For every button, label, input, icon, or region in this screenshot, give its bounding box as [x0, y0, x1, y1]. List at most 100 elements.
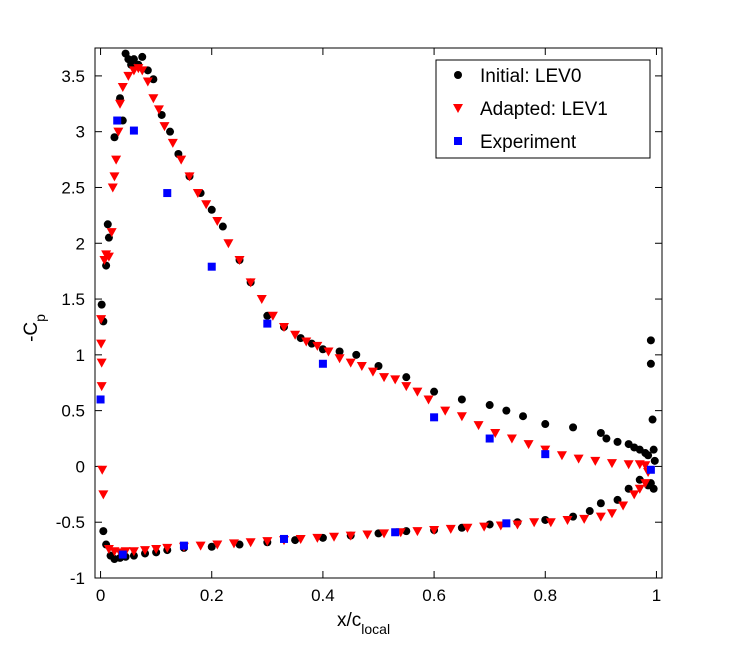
- legend-label-initial-lev0: Initial: LEV0: [480, 66, 581, 87]
- data-point-experiment: [96, 395, 105, 404]
- data-point-adapted-lev1: [401, 382, 412, 392]
- data-point-adapted-lev1: [98, 490, 109, 500]
- data-point-initial-lev0: [457, 395, 466, 404]
- y-tick-label: 2: [76, 234, 85, 253]
- data-point-initial-lev0: [318, 345, 327, 354]
- data-point-adapted-lev1: [623, 460, 634, 470]
- data-point-initial-lev0: [218, 222, 227, 231]
- data-point-experiment: [179, 541, 188, 550]
- legend-markers: [453, 71, 463, 145]
- data-point-initial-lev0: [602, 434, 611, 443]
- data-point-initial-lev0: [635, 475, 644, 484]
- data-point-adapted-lev1: [301, 337, 312, 347]
- data-point-adapted-lev1: [267, 311, 278, 321]
- data-point-initial-lev0: [650, 456, 659, 465]
- legend-label-adapted-lev1: Adapted: LEV1: [480, 99, 608, 120]
- data-point-experiment: [113, 116, 122, 125]
- data-point-adapted-lev1: [117, 83, 128, 93]
- data-point-adapted-lev1: [96, 315, 107, 325]
- data-point-initial-lev0: [569, 512, 578, 521]
- data-point-initial-lev0: [335, 347, 344, 356]
- y-tick-label: 3.5: [61, 67, 85, 86]
- y-tick-label: 1: [76, 346, 85, 365]
- data-point-experiment: [318, 359, 327, 368]
- data-point-adapted-lev1: [107, 183, 118, 193]
- data-point-initial-lev0: [485, 401, 494, 410]
- data-point-adapted-lev1: [523, 440, 534, 450]
- x-tick-label: 0: [96, 586, 105, 605]
- data-point-adapted-lev1: [201, 200, 212, 210]
- data-point-initial-lev0: [596, 428, 605, 437]
- data-point-adapted-lev1: [512, 520, 523, 530]
- x-axis-label: x/clocal: [337, 610, 390, 637]
- data-point-adapted-lev1: [545, 518, 556, 528]
- data-point-initial-lev0: [646, 336, 655, 345]
- y-axis-label: -Cp: [21, 314, 48, 342]
- data-point-adapted-lev1: [151, 544, 162, 554]
- data-point-initial-lev0: [569, 423, 578, 432]
- data-point-adapted-lev1: [96, 382, 107, 392]
- data-point-adapted-lev1: [103, 544, 114, 554]
- data-point-adapted-lev1: [256, 295, 267, 305]
- data-point-adapted-lev1: [262, 537, 273, 547]
- data-point-adapted-lev1: [423, 395, 434, 405]
- data-point-initial-lev0: [648, 415, 657, 424]
- data-point-adapted-lev1: [103, 252, 114, 262]
- data-point-adapted-lev1: [140, 546, 151, 556]
- data-point-experiment: [129, 126, 138, 135]
- data-point-adapted-lev1: [606, 459, 617, 469]
- data-point-adapted-lev1: [312, 341, 323, 351]
- data-point-initial-lev0: [166, 127, 175, 136]
- y-tick-label: 0: [76, 457, 85, 476]
- data-point-initial-lev0: [97, 300, 106, 309]
- data-point-adapted-lev1: [223, 239, 234, 249]
- data-point-experiment: [430, 413, 439, 422]
- legend-marker-adapted-lev1: [453, 104, 463, 113]
- data-point-initial-lev0: [596, 499, 605, 508]
- data-point-initial-lev0: [352, 350, 361, 359]
- data-point-adapted-lev1: [573, 454, 584, 464]
- data-point-adapted-lev1: [329, 532, 340, 542]
- data-point-adapted-lev1: [162, 543, 173, 553]
- data-point-initial-lev0: [541, 515, 550, 524]
- data-point-adapted-lev1: [379, 373, 390, 383]
- data-point-adapted-lev1: [379, 529, 390, 539]
- legend-marker-initial-lev0: [454, 71, 462, 79]
- data-point-initial-lev0: [502, 406, 511, 415]
- data-point-adapted-lev1: [245, 278, 256, 288]
- data-point-adapted-lev1: [412, 387, 423, 397]
- data-point-adapted-lev1: [295, 534, 306, 544]
- data-point-adapted-lev1: [192, 189, 203, 199]
- series-adapted-lev1: [96, 64, 654, 558]
- data-point-adapted-lev1: [634, 484, 645, 494]
- data-point-experiment: [163, 189, 172, 198]
- data-point-initial-lev0: [519, 412, 528, 421]
- y-tick-label: 0.5: [61, 402, 85, 421]
- data-point-adapted-lev1: [590, 456, 601, 466]
- data-point-initial-lev0: [138, 52, 147, 61]
- data-point-adapted-lev1: [456, 412, 467, 422]
- data-point-initial-lev0: [103, 220, 112, 229]
- data-point-adapted-lev1: [412, 527, 423, 537]
- data-point-initial-lev0: [649, 445, 658, 454]
- data-point-adapted-lev1: [462, 523, 473, 533]
- data-point-experiment: [118, 550, 127, 559]
- data-point-initial-lev0: [485, 520, 494, 529]
- data-point-adapted-lev1: [128, 547, 139, 557]
- data-point-adapted-lev1: [345, 531, 356, 541]
- data-point-initial-lev0: [291, 536, 300, 545]
- y-tick-label: 3: [76, 123, 85, 142]
- data-point-initial-lev0: [110, 133, 119, 142]
- data-point-adapted-lev1: [445, 524, 456, 534]
- data-point-initial-lev0: [644, 451, 653, 460]
- data-point-adapted-lev1: [356, 362, 367, 371]
- x-axis-label-subscript: local: [361, 621, 390, 637]
- y-tick-label: -1: [70, 569, 85, 588]
- x-tick-label: 1: [652, 586, 661, 605]
- data-point-adapted-lev1: [362, 530, 373, 540]
- data-point-initial-lev0: [402, 373, 411, 382]
- data-point-initial-lev0: [99, 527, 108, 536]
- y-tick-labels: -1 -0.5 0 0.5 1 1.5 2 2.5 3 3.5: [56, 67, 85, 588]
- data-point-adapted-lev1: [153, 105, 164, 115]
